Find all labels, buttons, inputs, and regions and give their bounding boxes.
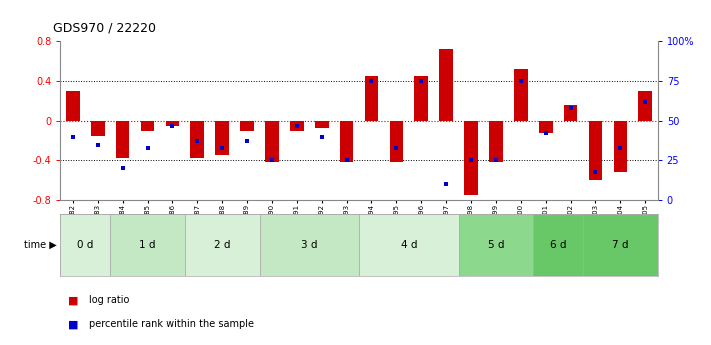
- Bar: [533, 214, 583, 276]
- Bar: [589, 121, 602, 180]
- Text: 4 d: 4 d: [400, 240, 417, 250]
- Bar: [439, 49, 453, 121]
- Bar: [240, 121, 254, 131]
- Bar: [459, 214, 533, 276]
- Bar: [359, 214, 459, 276]
- Text: ■: ■: [68, 319, 78, 329]
- Bar: [583, 214, 658, 276]
- Bar: [215, 121, 229, 156]
- Text: 3 d: 3 d: [301, 240, 318, 250]
- Bar: [464, 121, 478, 195]
- Bar: [539, 121, 552, 132]
- Bar: [260, 214, 359, 276]
- Bar: [66, 91, 80, 121]
- Text: time ▶: time ▶: [24, 240, 57, 250]
- Bar: [141, 121, 154, 131]
- Text: 7 d: 7 d: [612, 240, 629, 250]
- Bar: [116, 121, 129, 158]
- Text: 5 d: 5 d: [488, 240, 504, 250]
- Bar: [185, 214, 260, 276]
- Bar: [315, 121, 328, 128]
- Bar: [415, 76, 428, 121]
- Bar: [290, 121, 304, 131]
- Text: ■: ■: [68, 295, 78, 305]
- Bar: [564, 105, 577, 121]
- Bar: [514, 69, 528, 121]
- Bar: [265, 121, 279, 162]
- Text: 2 d: 2 d: [214, 240, 230, 250]
- Text: 0 d: 0 d: [77, 240, 94, 250]
- Bar: [191, 121, 204, 158]
- Bar: [638, 91, 652, 121]
- Text: 6 d: 6 d: [550, 240, 567, 250]
- Bar: [91, 121, 105, 136]
- Bar: [390, 121, 403, 162]
- Text: percentile rank within the sample: percentile rank within the sample: [89, 319, 254, 329]
- Bar: [110, 214, 185, 276]
- Bar: [340, 121, 353, 162]
- Bar: [614, 121, 627, 172]
- Text: log ratio: log ratio: [89, 295, 129, 305]
- Text: 1 d: 1 d: [139, 240, 156, 250]
- Bar: [489, 121, 503, 162]
- Bar: [365, 76, 378, 121]
- Bar: [166, 121, 179, 126]
- Text: GDS970 / 22220: GDS970 / 22220: [53, 21, 156, 34]
- Bar: [60, 214, 110, 276]
